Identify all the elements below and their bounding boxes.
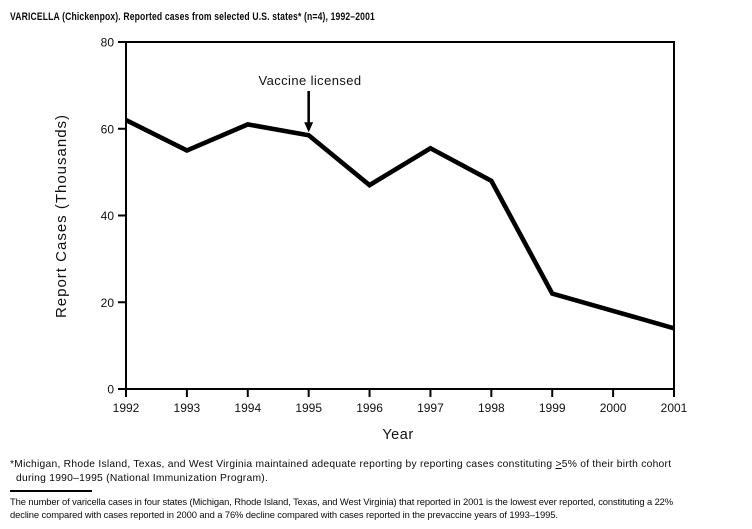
- x-tick-label: 1992: [113, 401, 140, 415]
- y-axis-title: Report Cases (Thousands): [53, 114, 70, 318]
- x-tick-label: 1995: [295, 401, 322, 415]
- annotation-label: Vaccine licensed: [259, 73, 362, 88]
- footnote-text: *Michigan, Rhode Island, Texas, and West…: [10, 459, 556, 470]
- footnote-divider: [10, 490, 92, 492]
- y-tick-label: 20: [101, 296, 115, 310]
- y-tick-label: 40: [101, 209, 115, 223]
- chart-title: VARICELLA (Chickenpox). Reported cases f…: [10, 11, 375, 23]
- annotation-arrowhead-icon: [304, 122, 314, 133]
- data-line: [124, 118, 675, 331]
- x-tick-label: 2000: [600, 401, 627, 415]
- footnote-asterisk: *Michigan, Rhode Island, Texas, and West…: [10, 458, 671, 486]
- footnote-text: 5% of their birth cohort: [561, 459, 672, 470]
- footnote-bottom: The number of varicella cases in four st…: [10, 496, 673, 521]
- x-tick-label: 1997: [417, 401, 444, 415]
- x-tick-label: 2001: [661, 401, 688, 415]
- x-tick-label: 1996: [356, 401, 383, 415]
- geq-symbol: >: [555, 459, 562, 470]
- plot-border: [125, 41, 675, 390]
- x-axis-title: Year: [382, 427, 413, 443]
- footnote-bottom-line2: decline compared with cases reported in …: [10, 508, 558, 520]
- x-tick-label: 1999: [539, 401, 566, 415]
- series-layer: [124, 91, 675, 331]
- y-tick-label: 0: [107, 383, 114, 397]
- footnote-bottom-line1: The number of varicella cases in four st…: [10, 496, 674, 507]
- varicella-line-chart: 0 20 40 60 80 1992 1993 1994 1995 1996 1997 1998 199…: [53, 36, 688, 444]
- footnote-asterisk-line2: during 1990–1995 (National Immunization …: [16, 473, 269, 484]
- x-tick-label: 1998: [478, 401, 505, 415]
- footnote-asterisk-line1: *Michigan, Rhode Island, Texas, and West…: [10, 458, 671, 472]
- axes-layer: 0 20 40 60 80 1992 1993 1994 1995 1996 1997 1998 199…: [101, 36, 688, 416]
- x-tick-label: 1993: [174, 401, 201, 415]
- y-tick-label: 80: [101, 36, 115, 50]
- x-tick-label: 1994: [234, 401, 261, 415]
- y-tick-label: 60: [101, 122, 115, 136]
